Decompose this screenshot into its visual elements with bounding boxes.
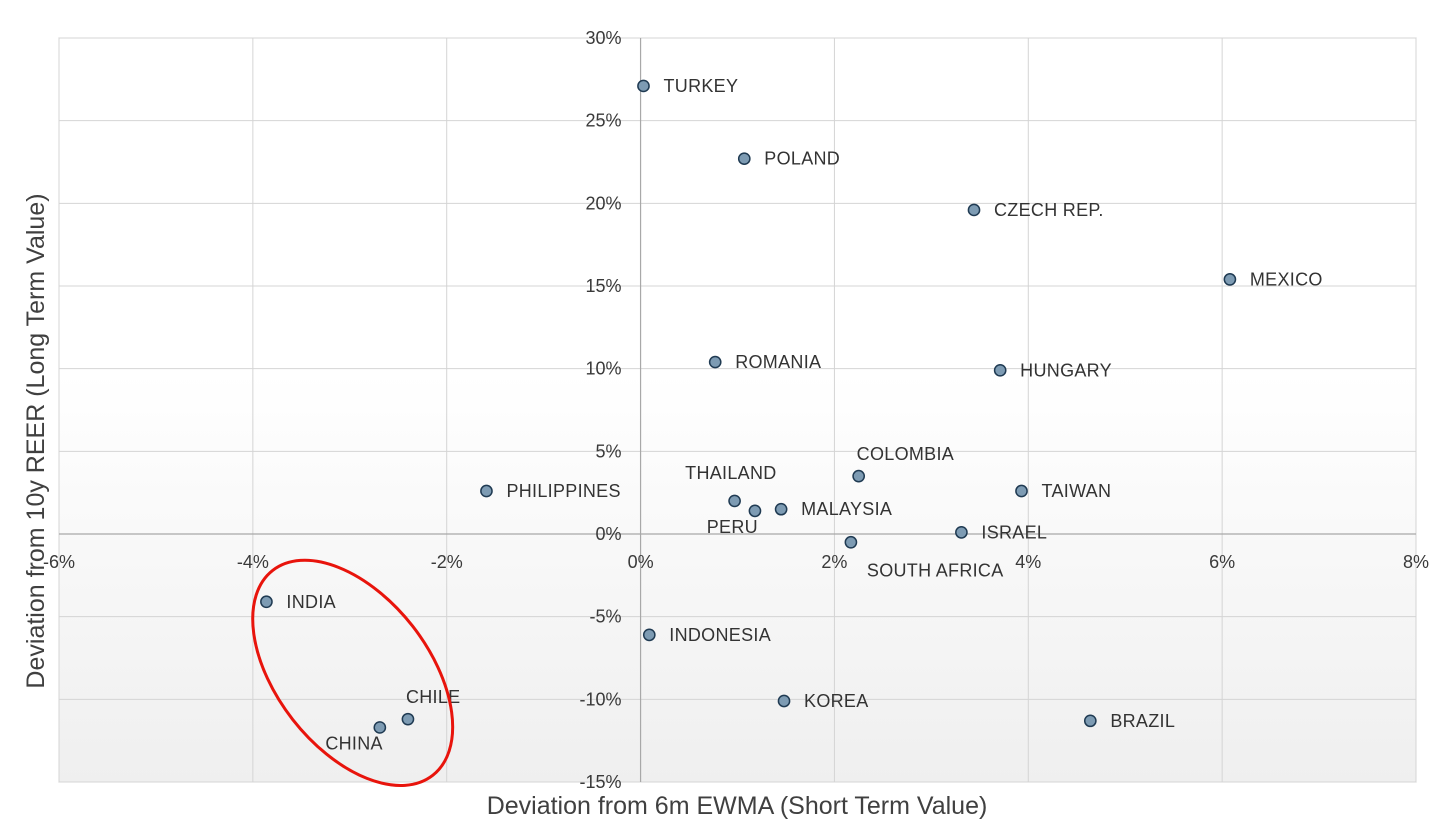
- x-tick-label: 4%: [1015, 552, 1041, 572]
- y-tick-label: 25%: [586, 111, 622, 131]
- y-tick-label: -15%: [580, 772, 622, 792]
- data-label: COLOMBIA: [857, 444, 954, 464]
- data-label: CZECH REP.: [994, 200, 1104, 220]
- data-point: [708, 355, 722, 369]
- data-point: [1015, 484, 1028, 498]
- data-label: CHINA: [325, 733, 383, 753]
- data-label: CHILE: [406, 687, 461, 707]
- y-tick-label: 10%: [586, 359, 622, 379]
- x-axis-tick-labels: -6% -4% -2% 0% 2% 4% 6% 8%: [43, 552, 1429, 572]
- x-tick-label: 6%: [1209, 552, 1235, 572]
- data-point: [480, 484, 493, 498]
- data-point: [728, 494, 741, 508]
- data-label: ROMANIA: [735, 352, 821, 372]
- data-point: [642, 628, 656, 642]
- x-tick-label: -4%: [237, 552, 269, 572]
- data-label: TURKEY: [663, 76, 738, 96]
- data-label: BRAZIL: [1110, 711, 1175, 731]
- y-tick-label: 30%: [586, 28, 622, 48]
- data-point: [737, 152, 751, 166]
- data-labels: TURKEY POLAND CZECH REP. MEXICO ROMANIA HUNGA…: [286, 76, 1322, 753]
- x-tick-label: -2%: [431, 552, 463, 572]
- data-points: [260, 79, 1237, 734]
- y-tick-label: -5%: [590, 607, 622, 627]
- data-point: [774, 502, 788, 516]
- axis-lines: [59, 38, 1416, 782]
- data-label: SOUTH AFRICA: [867, 560, 1004, 580]
- data-label: INDIA: [286, 592, 336, 612]
- data-point: [993, 363, 1007, 377]
- data-point: [637, 79, 650, 93]
- y-tick-label: 15%: [586, 276, 622, 296]
- data-label: PERU: [707, 517, 758, 537]
- y-axis-title: Deviation from 10y REER (Long Term Value…: [22, 193, 50, 688]
- plot-area: [58, 37, 1417, 783]
- y-tick-label: 20%: [586, 193, 622, 213]
- data-point: [844, 535, 858, 549]
- data-label: POLAND: [764, 149, 840, 169]
- annotations: [251, 558, 455, 788]
- data-label: INDONESIA: [669, 625, 771, 645]
- data-label: MALAYSIA: [801, 499, 892, 519]
- data-point: [748, 504, 762, 518]
- data-label: KOREA: [804, 691, 869, 711]
- y-tick-label: 5%: [596, 441, 622, 461]
- data-label: TAIWAN: [1042, 481, 1112, 501]
- data-point: [852, 469, 866, 483]
- data-point: [955, 525, 968, 539]
- data-label: THAILAND: [685, 463, 776, 483]
- data-label: ISRAEL: [981, 522, 1047, 542]
- data-point: [260, 595, 273, 609]
- data-point: [967, 203, 981, 217]
- data-label: PHILIPPINES: [506, 481, 620, 501]
- x-tick-label: -6%: [43, 552, 75, 572]
- gridlines: [58, 37, 1417, 783]
- data-point: [401, 712, 415, 726]
- data-point: [1223, 273, 1237, 286]
- highlight-ellipse: [251, 558, 455, 788]
- data-point: [1083, 714, 1097, 728]
- y-tick-label: 0%: [596, 524, 622, 544]
- x-tick-label: 2%: [821, 552, 847, 572]
- x-axis-title: Deviation from 6m EWMA (Short Term Value…: [487, 792, 988, 820]
- y-axis-tick-labels: -15% -10% -5% 0% 5% 10% 15% 20% 25% 30%: [580, 28, 622, 792]
- data-label: MEXICO: [1250, 269, 1323, 289]
- y-tick-label: -10%: [580, 689, 622, 709]
- x-tick-label: 8%: [1403, 552, 1429, 572]
- data-label: HUNGARY: [1020, 360, 1112, 380]
- data-point: [373, 721, 387, 734]
- x-tick-label: 0%: [628, 552, 654, 572]
- data-point: [777, 694, 791, 708]
